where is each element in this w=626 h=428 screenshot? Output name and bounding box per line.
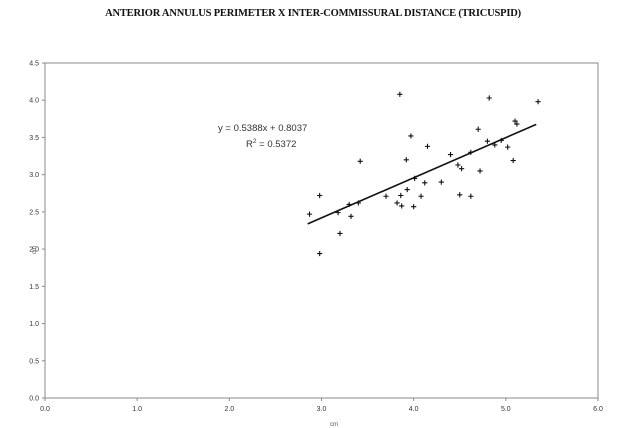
data-point [404,186,410,193]
plot-area [44,62,599,399]
data-point [438,179,444,185]
r-squared-prefix: R [246,139,253,150]
data-point [477,168,483,174]
data-point [455,162,461,168]
r-squared-exponent: 2 [253,138,257,145]
y-tick-label: 1.5 [29,284,39,291]
data-point [514,121,520,127]
data-points [306,91,541,257]
data-point [399,203,405,209]
data-point [468,149,474,155]
x-tick-label: 1.0 [132,406,142,413]
data-point [505,144,511,150]
data-point [458,166,465,172]
data-point [397,91,403,97]
data-point [348,213,354,219]
data-point [457,192,463,198]
data-point [306,211,313,217]
x-tick-label: 5.0 [501,406,511,413]
y-tick-label: 4.5 [29,61,39,68]
data-point [418,193,424,199]
y-tick-label: 2.0 [29,247,39,254]
y-tick-label: 0.5 [29,358,39,365]
data-point [411,204,417,210]
y-tick-label: 0.0 [29,396,39,403]
y-tick-label: 4.0 [29,98,39,105]
x-tick-label: 2.0 [224,406,234,413]
chart-title: ANTERIOR ANNULUS PERIMETER X INTER-COMMI… [105,8,521,19]
y-tick-label: 3.5 [29,135,39,142]
data-point [337,230,343,237]
x-axis-ticks: 0.0 1.0 2.0 3.0 4.0 5.0 6.0 [40,398,603,413]
x-tick-label: 3.0 [317,406,327,413]
data-point [317,192,323,199]
data-point [398,192,404,199]
data-point [475,126,481,132]
data-point [512,118,518,124]
data-point [408,133,414,139]
y-axis-title: cm [32,246,38,254]
y-tick-label: 2.5 [29,209,39,216]
data-point [424,143,431,149]
data-point [357,158,363,164]
data-point [510,157,516,164]
trendline-layer [307,123,537,225]
data-point [394,200,400,206]
x-tick-label: 4.0 [409,406,419,413]
data-point [383,193,389,199]
data-point [355,200,361,206]
r-squared-label: R2 = 0.5372 [246,138,296,150]
data-point [346,201,352,208]
r-squared-value: = 0.5372 [257,139,297,150]
data-point [335,210,341,216]
x-tick-label: 0.0 [40,406,50,413]
data-point [403,157,409,163]
trendline-equation: y = 0.5388x + 0.8037 [218,123,307,134]
data-point [317,250,323,257]
y-tick-label: 1.0 [29,321,39,328]
data-point [535,99,541,105]
x-axis-title: cm [330,422,338,428]
data-point [422,180,428,186]
data-point [492,142,498,148]
data-point [498,137,504,144]
data-point [486,95,492,101]
data-point [468,193,474,199]
y-tick-label: 3.0 [29,172,39,179]
data-point [484,138,490,144]
data-point [447,151,454,158]
x-tick-label: 6.0 [593,406,603,413]
y-axis-ticks: 0.0 0.5 1.0 1.5 2.0 2.5 3.0 3.5 4.0 4.5 [29,61,45,403]
trendline [307,123,537,225]
data-point [411,175,418,181]
